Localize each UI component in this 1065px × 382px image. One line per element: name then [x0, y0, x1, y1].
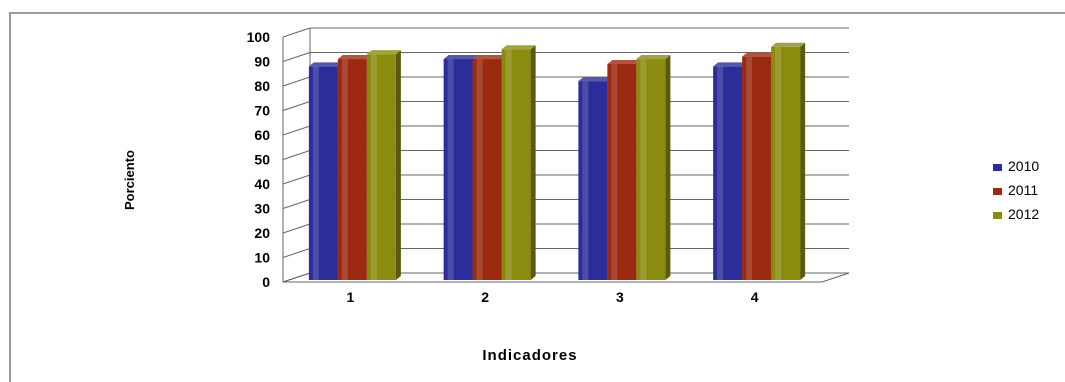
bar-highlight: [717, 66, 724, 281]
gridline-side: [282, 223, 311, 234]
bar-side: [530, 45, 536, 280]
x-tick-label: 2: [481, 289, 489, 305]
legend-label-2011: 2011: [1008, 182, 1038, 198]
bar-top: [742, 52, 777, 57]
gridline-side: [282, 150, 311, 160]
y-tick-label: 10: [254, 250, 270, 266]
chart-floor: [282, 272, 850, 283]
bar-highlight: [582, 81, 589, 280]
bar-top: [443, 55, 478, 60]
bar-side: [800, 42, 806, 280]
y-tick-label: 60: [254, 127, 270, 143]
bar-highlight: [341, 59, 348, 280]
bar-highlight: [611, 63, 618, 281]
gridline-side: [282, 174, 311, 185]
bar-highlight: [312, 66, 319, 281]
bar-side: [395, 50, 401, 281]
y-axis-label: Porciento: [122, 150, 137, 210]
bar-highlight: [640, 59, 647, 280]
bar-top: [636, 55, 671, 60]
y-tick-label: 80: [254, 78, 270, 94]
bar-top: [771, 42, 806, 47]
x-tick-labels: 1 2 3 4: [346, 289, 758, 305]
bar-highlight: [775, 46, 782, 280]
bar-highlight: [370, 54, 377, 281]
bar-highlight: [746, 56, 753, 280]
gridline-side: [282, 199, 311, 209]
y-tick-label: 40: [254, 176, 270, 192]
bar-highlight: [447, 59, 454, 280]
legend-label-2012: 2012: [1008, 206, 1039, 222]
gridline-side: [282, 125, 311, 136]
legend-swatch-2012: [993, 212, 1002, 219]
gridline-side: [282, 27, 311, 38]
y-tick-label: 0: [262, 274, 270, 290]
y-tick-labels: 0 10 20 30 40 50 60 70 80 90 100: [247, 29, 271, 290]
x-tick-label: 3: [616, 289, 624, 305]
x-tick-label: 4: [751, 289, 759, 305]
legend-swatch-2011: [993, 188, 1002, 195]
y-tick-label: 100: [247, 29, 271, 45]
bar-top: [607, 59, 642, 64]
x-tick-label: 1: [346, 289, 354, 305]
y-tick-label: 90: [254, 54, 270, 70]
y-tick-label: 50: [254, 152, 270, 168]
bar-top: [366, 50, 401, 55]
bar-top: [308, 62, 343, 67]
y-tick-label: 30: [254, 201, 270, 217]
y-tick-label: 20: [254, 225, 270, 241]
legend-label-2010: 2010: [1008, 158, 1039, 174]
bar-side: [665, 55, 671, 280]
bars: [308, 42, 806, 281]
y-tick-label: 70: [254, 103, 270, 119]
legend-swatch-2010: [993, 164, 1002, 171]
gridline-side: [282, 52, 311, 62]
bar-top: [713, 62, 748, 67]
bar-highlight: [476, 59, 483, 280]
bar-top: [472, 55, 507, 60]
chart-frame: [9, 12, 1065, 382]
bar-top: [501, 45, 536, 50]
bar-highlight: [505, 49, 512, 280]
gridline-side: [282, 248, 311, 258]
legend: 2010 2011 2012: [993, 158, 1039, 222]
bar-top: [578, 77, 613, 82]
bar-top: [337, 55, 372, 60]
gridline-side: [282, 76, 311, 87]
gridline-side: [282, 101, 311, 111]
x-axis-label: Indicadores: [482, 347, 577, 364]
